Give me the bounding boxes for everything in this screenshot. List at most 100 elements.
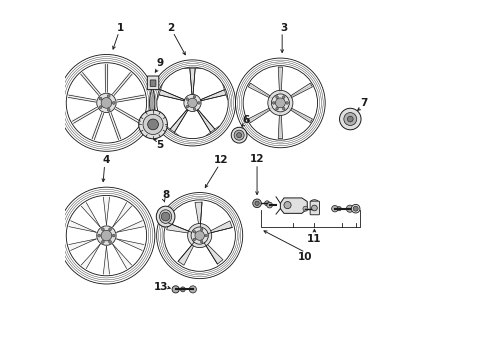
Polygon shape [103,197,109,225]
Polygon shape [278,67,282,93]
Text: 12: 12 [214,155,228,165]
Circle shape [99,106,102,109]
Ellipse shape [159,210,171,224]
Circle shape [351,204,359,213]
Circle shape [311,205,317,211]
Circle shape [352,206,357,211]
FancyBboxPatch shape [309,201,319,215]
Polygon shape [204,242,223,264]
Circle shape [272,102,274,104]
Circle shape [200,240,203,243]
Polygon shape [68,93,96,102]
Circle shape [99,97,102,100]
Polygon shape [189,68,195,94]
Circle shape [193,238,195,241]
Polygon shape [69,239,96,251]
Circle shape [147,119,158,130]
Circle shape [185,105,188,108]
Circle shape [197,102,200,104]
Circle shape [275,98,285,108]
Polygon shape [112,244,131,269]
Circle shape [266,202,272,208]
Circle shape [172,286,179,293]
Circle shape [231,127,246,143]
Circle shape [275,107,278,110]
Polygon shape [248,83,272,99]
Text: 2: 2 [167,23,174,33]
Circle shape [189,286,196,293]
Circle shape [112,234,115,237]
Polygon shape [116,239,144,251]
Circle shape [346,205,353,212]
Polygon shape [195,202,202,227]
Text: 3: 3 [280,23,287,33]
Polygon shape [197,109,214,132]
Circle shape [101,228,104,231]
Ellipse shape [310,200,318,205]
Circle shape [236,133,241,138]
Circle shape [97,226,116,245]
Circle shape [331,206,337,212]
FancyBboxPatch shape [150,80,156,86]
Circle shape [285,102,288,104]
Polygon shape [280,198,306,213]
Polygon shape [117,93,145,102]
Text: 10: 10 [298,252,312,262]
Polygon shape [116,221,144,232]
Text: 6: 6 [242,115,249,125]
Polygon shape [103,246,109,274]
Circle shape [267,90,292,116]
Polygon shape [200,90,225,101]
Text: 8: 8 [162,190,169,200]
Circle shape [254,201,259,206]
Circle shape [193,108,195,110]
Circle shape [108,240,111,243]
Polygon shape [112,203,131,227]
Polygon shape [166,223,191,234]
Polygon shape [159,90,184,101]
Circle shape [97,93,116,113]
Circle shape [187,98,197,108]
Circle shape [193,95,195,98]
Circle shape [284,202,290,209]
Circle shape [187,224,211,248]
Circle shape [191,227,208,244]
Circle shape [336,207,341,211]
Polygon shape [115,107,141,125]
Text: 5: 5 [156,140,163,150]
Polygon shape [71,107,98,125]
Circle shape [303,206,307,211]
Polygon shape [79,71,100,95]
Circle shape [107,108,110,111]
Polygon shape [288,83,312,99]
Polygon shape [170,109,187,132]
Circle shape [107,95,110,98]
Circle shape [252,199,261,208]
Circle shape [161,212,169,221]
Circle shape [185,98,188,100]
Circle shape [108,228,111,231]
Circle shape [101,240,104,243]
Circle shape [234,130,244,140]
Polygon shape [103,64,109,92]
Polygon shape [69,221,96,232]
Polygon shape [207,221,232,234]
Circle shape [142,114,163,134]
Polygon shape [112,71,133,95]
Circle shape [282,96,285,98]
Text: 9: 9 [156,58,163,68]
Circle shape [195,231,204,240]
Polygon shape [248,107,272,123]
Circle shape [339,108,360,130]
Circle shape [200,228,203,231]
Circle shape [98,234,101,237]
Text: 11: 11 [306,234,321,244]
Polygon shape [81,244,100,269]
Text: 4: 4 [102,155,110,165]
Polygon shape [288,107,312,123]
Polygon shape [90,112,103,140]
Circle shape [346,116,352,122]
Circle shape [101,98,112,108]
Polygon shape [178,242,195,265]
Circle shape [204,234,207,237]
